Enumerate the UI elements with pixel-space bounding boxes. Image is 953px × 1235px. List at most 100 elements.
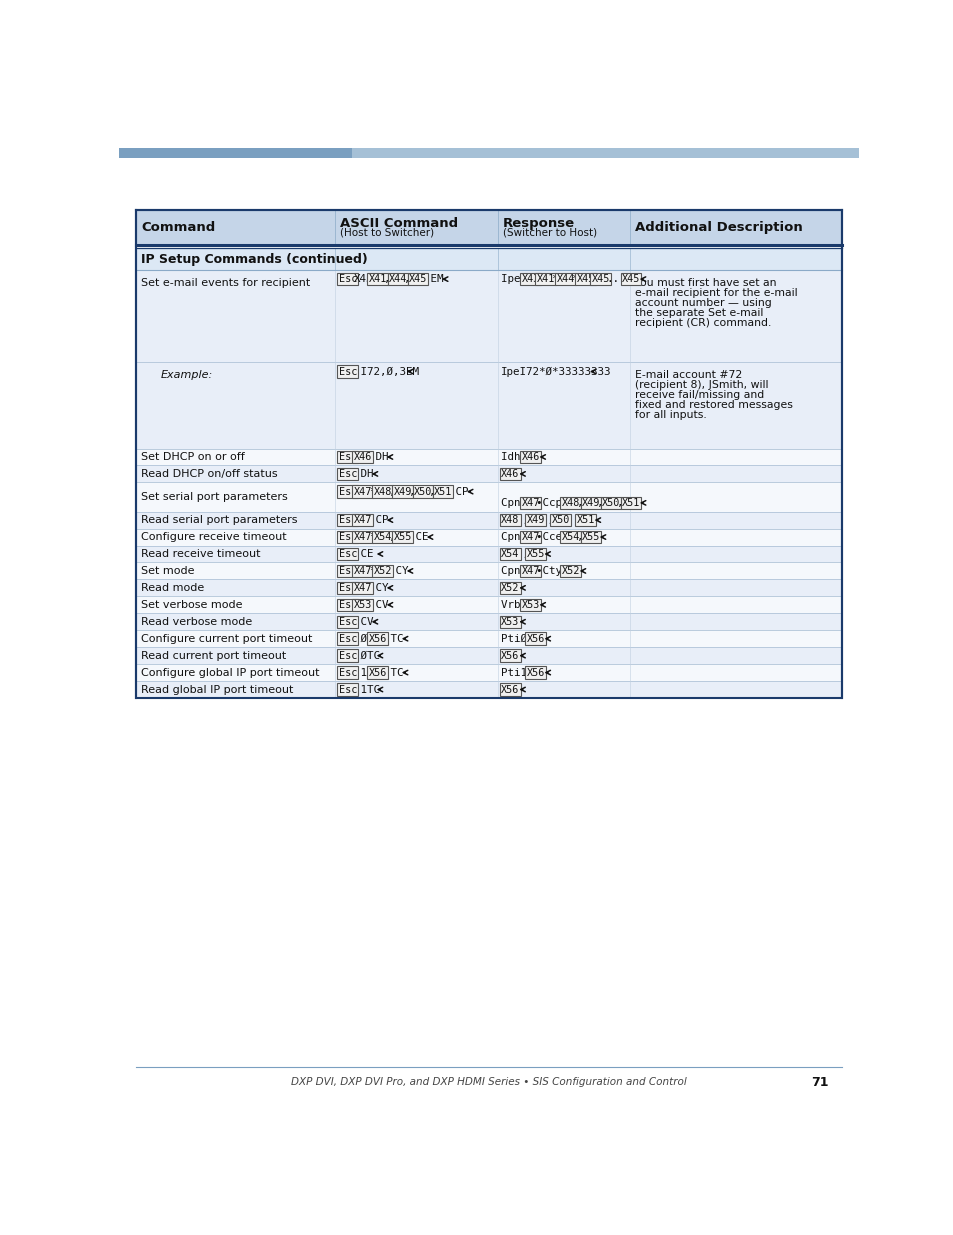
- Text: X49: X49: [526, 515, 544, 525]
- Text: CP: CP: [448, 487, 468, 496]
- Text: ,: ,: [403, 274, 410, 284]
- Text: X55: X55: [581, 532, 599, 542]
- Bar: [136, 546, 841, 562]
- Bar: [119, 148, 858, 158]
- Text: X47: X47: [354, 532, 372, 542]
- Text: DH: DH: [354, 469, 373, 479]
- Text: X51: X51: [576, 515, 595, 525]
- Text: Esc: Esc: [338, 487, 356, 496]
- Text: X53: X53: [354, 600, 372, 610]
- Text: Example:: Example:: [160, 370, 213, 380]
- Text: for all inputs.: for all inputs.: [634, 410, 705, 420]
- Text: X55: X55: [526, 550, 544, 559]
- Text: X44: X44: [389, 274, 407, 284]
- Text: ...: ...: [606, 274, 625, 284]
- Text: X48: X48: [374, 487, 392, 496]
- Text: 1*: 1*: [354, 668, 373, 678]
- Text: X50: X50: [414, 487, 432, 496]
- Text: CE: CE: [408, 532, 428, 542]
- Text: X56: X56: [368, 668, 387, 678]
- Text: Read verbose mode: Read verbose mode: [141, 616, 252, 626]
- Text: CY: CY: [368, 583, 388, 593]
- Text: E-mail account #72: E-mail account #72: [634, 370, 741, 380]
- Text: *: *: [368, 532, 375, 542]
- Bar: [136, 466, 841, 483]
- Bar: [352, 148, 858, 158]
- Text: DH: DH: [368, 452, 388, 462]
- Text: •Cty: •Cty: [536, 566, 568, 576]
- Text: X56: X56: [526, 634, 544, 643]
- Text: Vrb: Vrb: [500, 600, 527, 610]
- Bar: [136, 630, 841, 647]
- Text: Read serial port parameters: Read serial port parameters: [141, 515, 297, 525]
- Text: ,: ,: [383, 274, 390, 284]
- Text: e-mail recipient for the e-mail: e-mail recipient for the e-mail: [634, 288, 797, 298]
- Text: Read mode: Read mode: [141, 583, 204, 593]
- Text: (Host to Switcher): (Host to Switcher): [340, 227, 434, 237]
- Text: X56: X56: [526, 668, 544, 678]
- Text: X45: X45: [409, 274, 427, 284]
- Text: Esc: Esc: [338, 616, 356, 626]
- Text: IP Setup Commands (continued): IP Setup Commands (continued): [141, 253, 367, 266]
- Text: Esc: Esc: [338, 684, 356, 694]
- Text: X54: X54: [374, 532, 392, 542]
- Text: Read current port timeout: Read current port timeout: [141, 651, 286, 661]
- Text: receive fail/missing and: receive fail/missing and: [634, 390, 763, 400]
- Text: (Switcher to Host): (Switcher to Host): [502, 227, 597, 237]
- Text: ,: ,: [428, 487, 435, 496]
- Text: X46: X46: [354, 452, 372, 462]
- Text: X46: X46: [521, 452, 539, 462]
- Text: X47: X47: [521, 566, 539, 576]
- Text: X47: X47: [354, 515, 372, 525]
- Bar: [136, 362, 841, 448]
- Text: X51: X51: [621, 498, 639, 508]
- Text: •Ccp: •Ccp: [536, 498, 568, 508]
- Text: X52: X52: [500, 583, 519, 593]
- Text: X41: X41: [536, 274, 555, 284]
- Bar: [136, 680, 841, 698]
- Text: X47: X47: [521, 532, 539, 542]
- Text: *: *: [571, 274, 578, 284]
- Text: Additional Description: Additional Description: [634, 221, 801, 233]
- Text: IpeI72*Ø*33333333: IpeI72*Ø*33333333: [500, 367, 611, 377]
- Text: ,: ,: [597, 498, 602, 508]
- Text: Esc: Esc: [338, 274, 356, 284]
- Text: CE: CE: [354, 550, 379, 559]
- Text: Response: Response: [502, 217, 575, 230]
- Text: X47: X47: [354, 583, 372, 593]
- Text: 71: 71: [810, 1076, 827, 1089]
- Text: ,: ,: [388, 487, 395, 496]
- Bar: [136, 210, 841, 698]
- Text: Set mode: Set mode: [141, 566, 194, 576]
- Text: TC: TC: [383, 634, 403, 643]
- Bar: [136, 562, 841, 579]
- Bar: [136, 511, 841, 529]
- Text: *: *: [368, 566, 375, 576]
- Text: Esc: Esc: [338, 634, 356, 643]
- Bar: [136, 448, 841, 466]
- Text: I72,Ø,3EM: I72,Ø,3EM: [354, 367, 418, 377]
- Text: Set verbose mode: Set verbose mode: [141, 600, 242, 610]
- Text: X49: X49: [394, 487, 412, 496]
- Text: Esc: Esc: [338, 651, 356, 661]
- Text: X52: X52: [374, 566, 392, 576]
- Text: Cpn: Cpn: [500, 498, 527, 508]
- Text: CV: CV: [368, 600, 388, 610]
- Text: X48: X48: [500, 515, 519, 525]
- Text: Configure receive timeout: Configure receive timeout: [141, 532, 286, 542]
- Bar: [136, 614, 841, 630]
- Text: EM: EM: [423, 274, 443, 284]
- Text: Cpn: Cpn: [500, 532, 527, 542]
- Text: X47: X47: [354, 487, 372, 496]
- Text: ASCII Command: ASCII Command: [340, 217, 457, 230]
- Text: TC: TC: [383, 668, 403, 678]
- Text: Command: Command: [141, 221, 215, 233]
- Text: X47: X47: [521, 498, 539, 508]
- Text: Pti1*: Pti1*: [500, 668, 534, 678]
- Text: ,: ,: [577, 532, 582, 542]
- Text: recipient (CR) command.: recipient (CR) command.: [634, 317, 770, 327]
- Text: PtiØ*: PtiØ*: [500, 634, 534, 643]
- Text: ØTC: ØTC: [354, 651, 379, 661]
- Text: account number — using: account number — using: [634, 298, 771, 308]
- Text: Esc: Esc: [338, 566, 356, 576]
